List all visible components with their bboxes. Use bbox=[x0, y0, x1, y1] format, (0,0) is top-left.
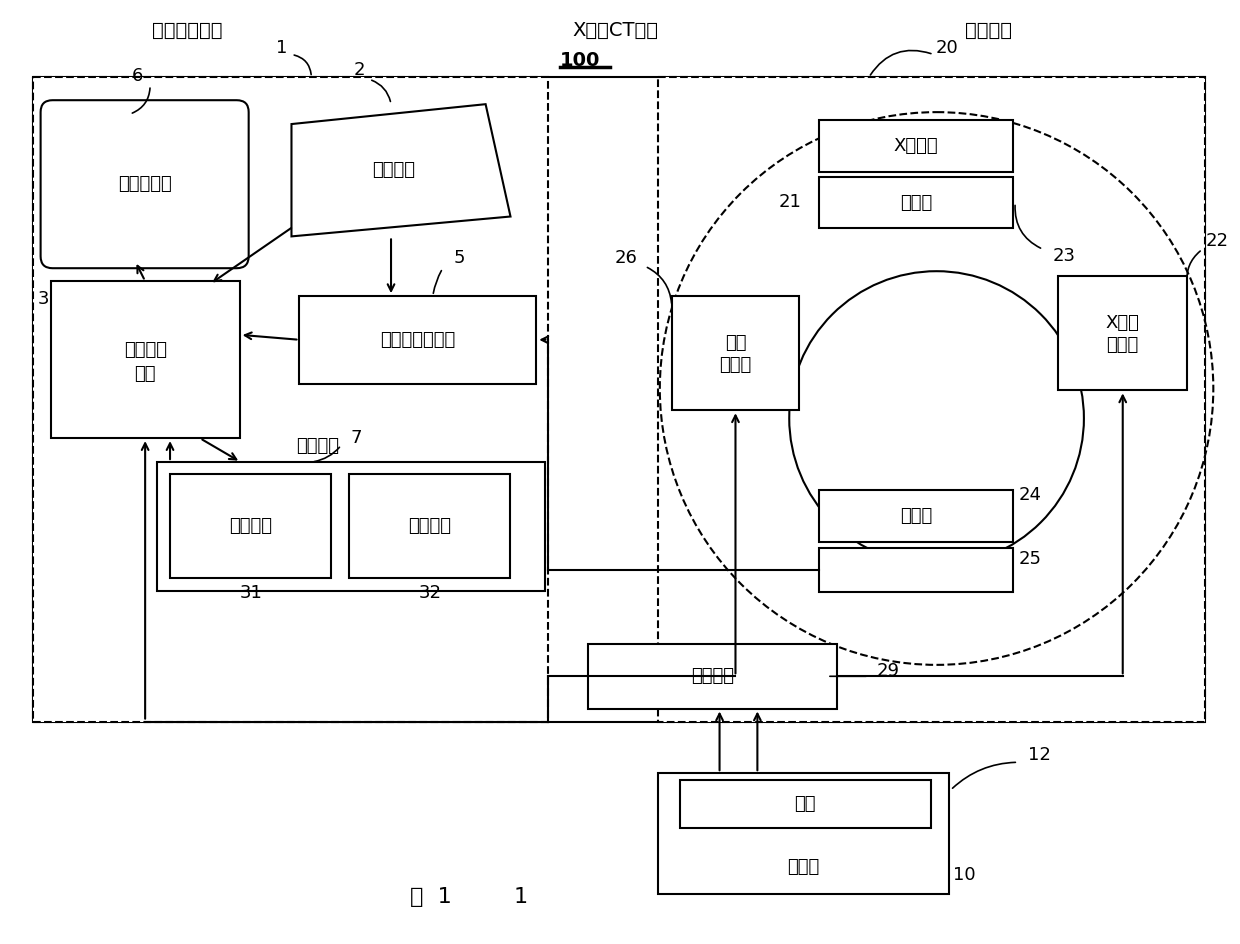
Bar bbox=[820, 120, 1013, 172]
Bar bbox=[32, 77, 548, 721]
Text: 查找表格: 查找表格 bbox=[229, 517, 272, 535]
Text: X射线CT装置: X射线CT装置 bbox=[572, 21, 658, 40]
Text: 存储装置: 存储装置 bbox=[296, 437, 340, 455]
Bar bbox=[1058, 277, 1188, 391]
Bar bbox=[820, 177, 1013, 228]
Bar bbox=[32, 77, 1205, 721]
Text: 阴极射线管: 阴极射线管 bbox=[118, 176, 171, 194]
Bar bbox=[672, 296, 800, 411]
Text: 控制接口: 控制接口 bbox=[691, 667, 734, 685]
Text: 31: 31 bbox=[239, 584, 262, 602]
Text: 5: 5 bbox=[454, 249, 465, 267]
Text: 20: 20 bbox=[935, 39, 959, 57]
Text: 成像台: 成像台 bbox=[787, 858, 820, 876]
Bar bbox=[680, 780, 930, 828]
Text: 12: 12 bbox=[1028, 747, 1052, 765]
Text: 扫描构架: 扫描构架 bbox=[965, 21, 1012, 40]
Bar bbox=[658, 77, 1205, 721]
Text: 输入装置: 输入装置 bbox=[372, 160, 415, 178]
Text: 准直器: 准直器 bbox=[900, 194, 932, 211]
Text: 7: 7 bbox=[351, 430, 362, 447]
Bar bbox=[157, 462, 546, 591]
Text: 10: 10 bbox=[954, 866, 976, 884]
Bar bbox=[350, 474, 511, 579]
Text: 32: 32 bbox=[418, 584, 441, 602]
Text: 旋转: 旋转 bbox=[724, 334, 746, 352]
Text: 3: 3 bbox=[37, 290, 50, 308]
Text: 24: 24 bbox=[1018, 486, 1042, 504]
Text: 29: 29 bbox=[877, 663, 900, 681]
FancyBboxPatch shape bbox=[41, 100, 249, 268]
Bar bbox=[820, 548, 1013, 592]
Text: 控制器: 控制器 bbox=[1106, 336, 1138, 354]
Bar bbox=[170, 474, 331, 579]
Text: 图  1: 图 1 bbox=[410, 887, 451, 907]
Text: 21: 21 bbox=[779, 193, 801, 211]
Text: 1: 1 bbox=[513, 887, 527, 907]
Bar bbox=[299, 296, 537, 383]
Text: 托架: 托架 bbox=[795, 795, 816, 813]
Text: 23: 23 bbox=[1053, 247, 1076, 265]
Text: 22: 22 bbox=[1205, 232, 1229, 250]
Bar bbox=[658, 773, 949, 895]
Text: X射线管: X射线管 bbox=[894, 137, 939, 155]
Text: 检测器: 检测器 bbox=[900, 507, 932, 525]
Text: 数据收集缓冲器: 数据收集缓冲器 bbox=[381, 330, 455, 348]
Text: 装置: 装置 bbox=[134, 364, 156, 382]
Text: X射线: X射线 bbox=[1106, 314, 1140, 332]
Text: 100: 100 bbox=[560, 51, 600, 70]
Text: 操作员控制台: 操作员控制台 bbox=[151, 21, 222, 40]
Bar bbox=[820, 490, 1013, 542]
Bar bbox=[51, 281, 239, 438]
Text: 1: 1 bbox=[275, 39, 288, 57]
Bar bbox=[588, 644, 837, 709]
Text: 查找表格: 查找表格 bbox=[408, 517, 451, 535]
Text: 25: 25 bbox=[1018, 550, 1042, 568]
Text: 控制器: 控制器 bbox=[719, 356, 751, 374]
Polygon shape bbox=[291, 104, 511, 236]
Text: 中央处理: 中央处理 bbox=[124, 341, 166, 359]
Text: 2: 2 bbox=[353, 61, 365, 79]
Text: 26: 26 bbox=[615, 249, 637, 267]
Text: 6: 6 bbox=[131, 67, 143, 85]
